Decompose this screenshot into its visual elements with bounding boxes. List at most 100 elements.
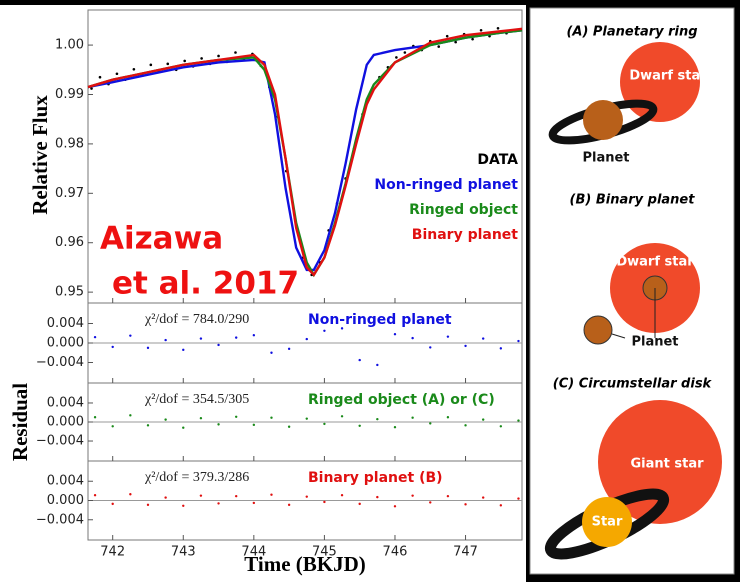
data-point: [471, 38, 474, 41]
y-tick-label: 0.000: [47, 493, 84, 508]
planet-label: Planet: [582, 151, 629, 166]
data-point: [404, 51, 407, 54]
diagram-title: (C) Circumstellar disk: [553, 377, 713, 392]
data-point: [253, 424, 255, 426]
data-point: [500, 347, 502, 349]
data-point: [306, 417, 308, 419]
y-tick-label: 0.95: [55, 285, 84, 300]
data-point: [447, 416, 449, 418]
data-point: [376, 364, 378, 366]
data-point: [464, 424, 466, 426]
data-point: [395, 56, 398, 59]
data-point: [306, 495, 308, 497]
x-tick-label: 746: [383, 545, 408, 560]
data-point: [447, 335, 449, 337]
y-axis-label: Relative Flux: [28, 95, 52, 215]
y-tick-label: −0.004: [36, 512, 84, 527]
legend-entry: DATA: [477, 152, 518, 168]
data-point: [464, 503, 466, 505]
body-label: Star: [592, 515, 623, 530]
data-point: [182, 427, 184, 429]
data-point: [288, 348, 290, 350]
y-tick-label: −0.004: [36, 434, 84, 449]
data-point: [147, 347, 149, 349]
data-point: [288, 504, 290, 506]
y-tick-label: 0.97: [55, 186, 84, 201]
data-point: [183, 60, 186, 63]
data-point: [150, 64, 153, 67]
data-point: [116, 72, 119, 75]
data-point: [358, 359, 360, 361]
planet: [583, 100, 623, 140]
data-point: [482, 496, 484, 498]
data-point: [217, 502, 219, 504]
data-point: [129, 334, 131, 336]
data-point: [270, 494, 272, 496]
panel-label: Binary planet (B): [308, 470, 443, 486]
data-point: [111, 346, 113, 348]
data-point: [217, 423, 219, 425]
data-point: [517, 419, 519, 421]
y-tick-label: 1.00: [55, 38, 84, 53]
diagram-title: (B) Binary planet: [570, 193, 696, 208]
data-point: [411, 417, 413, 419]
data-point: [235, 336, 237, 338]
data-point: [394, 505, 396, 507]
star-label: Dwarf star: [616, 255, 694, 270]
data-point: [217, 55, 220, 58]
data-point: [482, 418, 484, 420]
data-point: [480, 29, 483, 32]
data-point: [454, 41, 457, 44]
data-point: [235, 495, 237, 497]
x-tick-label: 742: [100, 545, 125, 560]
data-point: [200, 57, 203, 60]
statistic: χ²/dof = 784.0/290: [144, 312, 249, 327]
data-point: [429, 346, 431, 348]
data-point: [200, 417, 202, 419]
star-label: Giant star: [630, 457, 704, 472]
data-point: [217, 344, 219, 346]
data-point: [306, 338, 308, 340]
data-point: [164, 339, 166, 341]
panel-label: Ringed object (A) or (C): [308, 392, 495, 408]
data-point: [111, 503, 113, 505]
data-point: [129, 493, 131, 495]
data-point: [323, 501, 325, 503]
data-point: [288, 426, 290, 428]
data-point: [358, 425, 360, 427]
data-point: [411, 494, 413, 496]
data-point: [94, 336, 96, 338]
y-tick-label: 0.000: [47, 415, 84, 430]
data-point: [429, 501, 431, 503]
data-point: [270, 352, 272, 354]
y-tick-label: 0.99: [55, 87, 84, 102]
data-point: [253, 502, 255, 504]
data-point: [182, 349, 184, 351]
data-point: [166, 63, 169, 66]
data-point: [253, 334, 255, 336]
data-point: [323, 423, 325, 425]
data-point: [429, 422, 431, 424]
data-point: [464, 345, 466, 347]
data-point: [94, 416, 96, 418]
data-point: [111, 425, 113, 427]
y-tick-label: 0.98: [55, 136, 84, 151]
data-point: [235, 416, 237, 418]
planet: [584, 316, 612, 344]
annotation: et al. 2017: [112, 266, 299, 302]
x-tick-label: 743: [171, 545, 196, 560]
planet-label: Planet: [631, 335, 678, 350]
data-point: [517, 497, 519, 499]
data-point: [182, 505, 184, 507]
data-point: [411, 337, 413, 339]
star-label: Dwarf star: [629, 69, 707, 84]
data-point: [358, 503, 360, 505]
y-tick-label: 0.000: [47, 336, 84, 351]
data-point: [447, 495, 449, 497]
data-point: [164, 496, 166, 498]
data-point: [323, 330, 325, 332]
legend-entry: Ringed object: [409, 202, 518, 218]
data-point: [200, 337, 202, 339]
data-point: [500, 425, 502, 427]
data-point: [341, 494, 343, 496]
